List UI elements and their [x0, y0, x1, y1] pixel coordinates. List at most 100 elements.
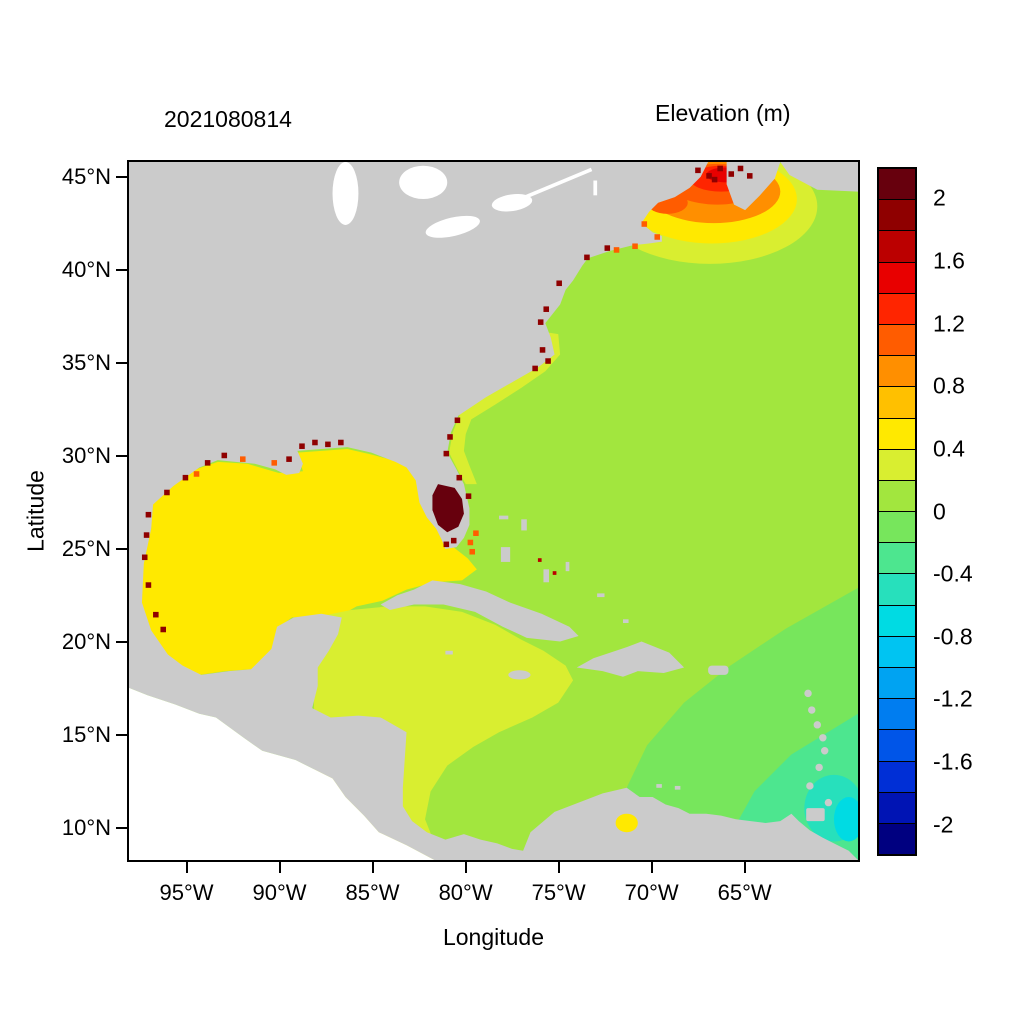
colorbar-segment — [879, 511, 915, 543]
y-tick-mark — [116, 827, 127, 830]
x-tick-mark — [557, 862, 560, 873]
x-tick-label: 70°W — [624, 880, 679, 905]
y-tick-label: 10°N — [61, 815, 111, 841]
y-tick-label: 35°N — [61, 349, 111, 375]
lesser-antilles-island — [815, 763, 823, 772]
x-tick-label: 75°W — [531, 880, 586, 905]
bahamas-island — [565, 561, 570, 572]
colorbar-segment — [879, 573, 915, 605]
y-tick-label: 30°N — [61, 443, 111, 469]
colorbar-segment — [879, 355, 915, 387]
colorbar-segment — [879, 604, 915, 636]
elevation-map — [129, 162, 858, 860]
x-axis-label: Longitude — [442, 924, 545, 950]
x-tick-mark — [743, 862, 746, 873]
x-tick-label: 80°W — [438, 880, 493, 905]
coastal-high-water-speckles — [141, 165, 753, 833]
dark-red-estuary-cells — [141, 165, 753, 633]
x-tick-mark — [185, 862, 188, 873]
x-tick-label: 95°W — [159, 880, 214, 905]
pacific-no-data — [129, 687, 435, 860]
y-axis-label: Latitude — [22, 470, 49, 552]
curacao-island — [656, 784, 662, 788]
colorbar-tick-label: 2 — [933, 184, 946, 211]
continent-landmass — [129, 162, 858, 860]
orange-coastal-cells — [193, 221, 661, 555]
orinoco-cyan-core — [833, 797, 858, 842]
colorbar-segment — [879, 729, 915, 761]
plot-title-datestamp: 2021080814 — [164, 106, 292, 132]
colorbar-segment — [879, 386, 915, 418]
lesser-antilles-island — [806, 782, 814, 790]
colorbar-tick-label: -0.8 — [933, 623, 973, 650]
puerto-rico-island — [708, 665, 729, 675]
y-tick-mark — [116, 175, 127, 178]
gulf-of-mexico-fill — [140, 448, 477, 675]
y-tick-mark — [116, 548, 127, 551]
lesser-antilles-island — [820, 747, 829, 755]
colorbar-segment — [879, 261, 915, 293]
south-florida-flood-cells — [432, 484, 464, 533]
colorbar-tick-label: 0.4 — [933, 435, 965, 462]
hispaniola-island — [576, 641, 685, 677]
x-tick-mark — [464, 862, 467, 873]
st-lawrence-river — [524, 167, 593, 199]
lake-ontario — [491, 194, 533, 212]
cayman-island — [445, 650, 453, 655]
colorbar-labels: 2 1.6 1.2 0.8 0.4 0 -0.4 -0.8 -1.2 -1.6 -2 — [933, 167, 1013, 856]
top-right-corner-land — [780, 162, 858, 192]
y-tick-label: 45°N — [61, 163, 111, 189]
bahamas-red-cells — [537, 558, 557, 575]
lake-maracaibo-spot — [615, 813, 638, 833]
colorbar-tick-label: -1.2 — [933, 685, 973, 712]
bahamas-island — [623, 619, 629, 624]
lesser-antilles-island — [813, 721, 821, 729]
y-tick-label: 25°N — [61, 536, 111, 562]
trinidad-island — [806, 808, 825, 822]
x-tick-label: 85°W — [345, 880, 400, 905]
colorbar-segment — [879, 169, 915, 200]
colorbar-title: Elevation (m) — [655, 100, 791, 126]
lakes-layer — [332, 162, 598, 238]
jamaica-island — [508, 670, 531, 680]
x-tick-label: 65°W — [717, 880, 772, 905]
colorbar-segment — [879, 542, 915, 574]
lake-champlain — [593, 180, 598, 196]
x-tick-label: 90°W — [252, 880, 307, 905]
colorbar-tick-label: -1.6 — [933, 748, 973, 775]
bahamas-island — [499, 515, 509, 520]
y-tick-mark — [116, 734, 127, 737]
y-tick-mark — [116, 361, 127, 364]
colorbar-segment — [879, 417, 915, 449]
colorbar — [877, 167, 917, 856]
colorbar-segment — [879, 199, 915, 231]
y-tick-label: 20°N — [61, 629, 111, 655]
colorbar-segment — [879, 292, 915, 324]
colorbar-tick-label: 1.2 — [933, 310, 965, 337]
colorbar-tick-label: -2 — [933, 811, 954, 838]
x-tick-mark — [278, 862, 281, 873]
colorbar-tick-label: 1.6 — [933, 247, 965, 274]
colorbar-segment — [879, 822, 915, 855]
y-tick-mark — [116, 641, 127, 644]
colorbar-segment — [879, 760, 915, 792]
y-tick-mark — [116, 455, 127, 458]
x-tick-mark — [371, 862, 374, 873]
nova-scotia — [726, 162, 781, 211]
colorbar-segment — [879, 667, 915, 699]
x-tick-mark — [650, 862, 653, 873]
colorbar-segment — [879, 448, 915, 480]
bahamas-island — [500, 547, 511, 562]
bahamas-island — [543, 569, 550, 583]
tobago-island — [824, 798, 833, 807]
map-plot-area — [127, 160, 860, 862]
y-tick-label: 40°N — [61, 256, 111, 282]
lake-huron — [399, 165, 448, 200]
lesser-antilles-island — [804, 689, 812, 698]
y-tick-mark — [116, 268, 127, 271]
bahamas-island — [597, 593, 605, 598]
colorbar-segment — [879, 635, 915, 667]
lesser-antilles-island — [819, 734, 827, 742]
land-layer — [129, 162, 858, 860]
